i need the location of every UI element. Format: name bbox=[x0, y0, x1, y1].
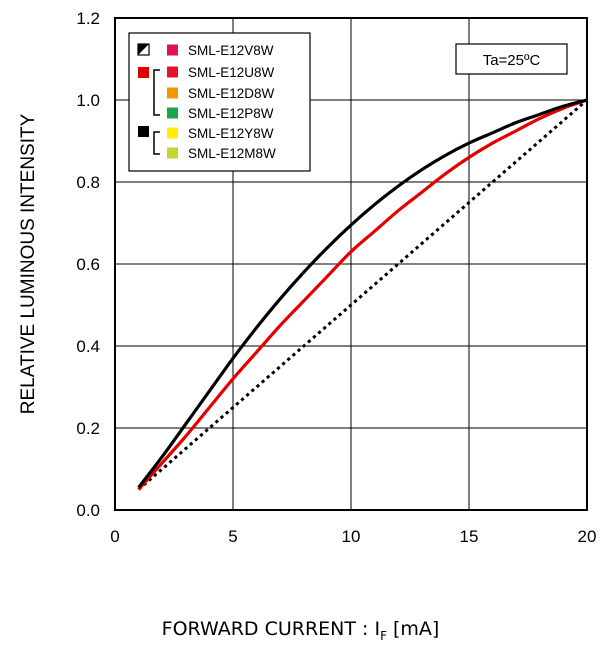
x-axis-label-unit: [mA] bbox=[386, 618, 440, 640]
legend-label: SML-E12V8W bbox=[188, 43, 274, 58]
x-axis-label-subscript: F bbox=[380, 628, 387, 643]
y-tick-label: 1.2 bbox=[76, 9, 100, 28]
legend-swatch bbox=[167, 66, 178, 78]
legend-swatch bbox=[167, 44, 178, 56]
legend-marker-black bbox=[138, 126, 149, 137]
legend-swatch bbox=[167, 107, 178, 119]
y-axis-label: RELATIVE LUMINOUS INTENSITY bbox=[18, 113, 39, 414]
condition-text: Ta=25ºC bbox=[483, 52, 541, 69]
x-tick-label: 10 bbox=[342, 527, 361, 546]
legend-label: SML-E12U8W bbox=[188, 65, 275, 80]
legend: SML-E12V8W SML-E12U8W SML-E12D8W SML-E12P8W… bbox=[128, 32, 311, 172]
legend-label: SML-E12Y8W bbox=[188, 126, 274, 141]
legend-bracket-red bbox=[153, 69, 160, 116]
y-tick-label: 0.6 bbox=[76, 255, 100, 274]
chart-svg: 0 5 10 15 20 0.0 0.2 0.4 0.6 0.8 1.0 1.2 RELATIVE … bbox=[18, 9, 596, 546]
legend-marker-dotted bbox=[137, 43, 150, 56]
x-tick-labels: 0 5 10 15 20 bbox=[110, 527, 596, 546]
x-tick-label: 15 bbox=[460, 527, 479, 546]
y-tick-label: 0.8 bbox=[76, 173, 100, 192]
x-tick-label: 0 bbox=[110, 527, 119, 546]
series-line-solid-black bbox=[137, 98, 588, 489]
legend-box bbox=[128, 32, 311, 172]
series-line-solid-red bbox=[137, 98, 588, 491]
condition-annotation: Ta=25ºC bbox=[455, 43, 568, 75]
series-lines bbox=[137, 98, 588, 491]
plot-frame bbox=[114, 17, 588, 511]
legend-marker-red bbox=[138, 67, 149, 78]
legend-bracket-black bbox=[153, 131, 160, 155]
y-tick-label: 1.0 bbox=[76, 91, 100, 110]
x-axis-label: FORWARD CURRENT : IF [mA] bbox=[0, 618, 601, 643]
y-tick-label: 0.4 bbox=[76, 337, 100, 356]
legend-label: SML-E12P8W bbox=[188, 106, 274, 121]
legend-label: SML-E12M8W bbox=[188, 146, 276, 161]
legend-swatch bbox=[167, 127, 178, 139]
y-tick-label: 0.0 bbox=[76, 501, 100, 520]
x-axis-label-main: FORWARD CURRENT : I bbox=[161, 618, 381, 640]
legend-swatch bbox=[167, 87, 178, 99]
y-tick-labels: 0.0 0.2 0.4 0.6 0.8 1.0 1.2 bbox=[76, 9, 100, 520]
condition-box bbox=[455, 43, 568, 75]
legend-items: SML-E12V8W SML-E12U8W SML-E12D8W SML-E12P8W… bbox=[167, 43, 276, 161]
x-tick-label: 20 bbox=[578, 527, 597, 546]
legend-swatch bbox=[167, 147, 178, 159]
x-tick-label: 5 bbox=[228, 527, 237, 546]
legend-label: SML-E12D8W bbox=[188, 86, 275, 101]
y-tick-label: 0.2 bbox=[76, 419, 100, 438]
